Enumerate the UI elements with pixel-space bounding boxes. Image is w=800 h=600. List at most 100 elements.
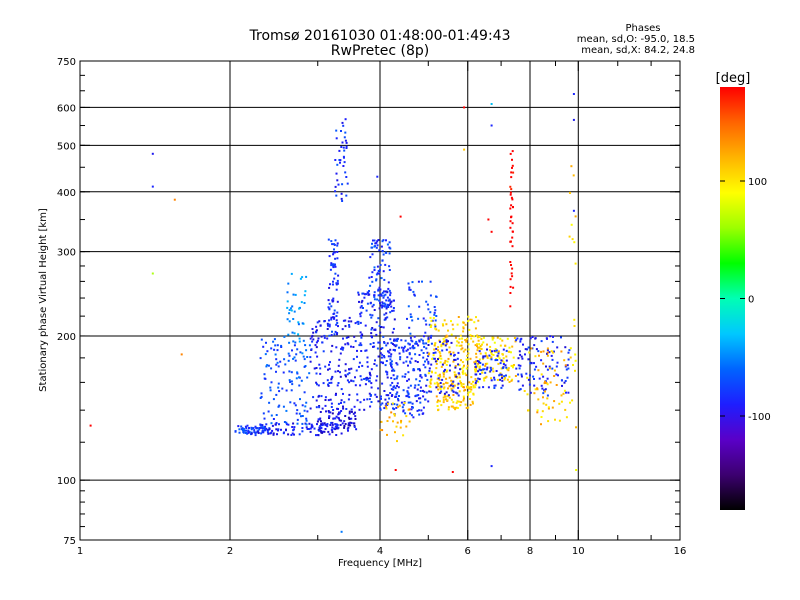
data-point	[544, 390, 546, 393]
data-point	[542, 402, 545, 405]
data-point	[560, 336, 562, 339]
data-point	[331, 344, 334, 347]
data-point	[553, 400, 556, 403]
data-point	[373, 245, 376, 248]
data-point	[564, 364, 567, 367]
data-point	[413, 293, 416, 296]
data-point	[571, 399, 574, 402]
data-point	[348, 324, 351, 326]
data-point	[302, 339, 305, 342]
data-point	[328, 411, 331, 414]
data-point	[566, 376, 569, 379]
data-point	[407, 393, 410, 395]
data-point	[389, 355, 392, 358]
data-point	[388, 351, 391, 354]
data-point	[397, 397, 399, 400]
data-point	[409, 360, 412, 363]
data-point	[475, 316, 477, 319]
data-point	[378, 324, 381, 327]
data-point	[509, 261, 512, 263]
data-point	[402, 403, 405, 406]
data-point	[285, 423, 288, 426]
data-point	[305, 426, 308, 429]
data-point	[417, 394, 420, 397]
data-point	[432, 354, 435, 357]
data-point	[288, 370, 291, 373]
data-point	[567, 391, 570, 394]
data-point	[313, 367, 316, 370]
data-point	[332, 263, 335, 266]
data-point	[320, 423, 323, 426]
data-point	[462, 327, 465, 330]
y-tick-label: 400	[57, 188, 76, 199]
data-point	[301, 430, 304, 433]
data-point	[511, 222, 514, 225]
data-point	[536, 411, 539, 414]
data-point	[341, 422, 344, 425]
data-point	[448, 396, 451, 399]
data-point	[454, 366, 457, 369]
data-point	[438, 378, 441, 381]
data-point	[359, 401, 362, 404]
data-point	[456, 376, 459, 379]
data-point	[483, 379, 486, 382]
data-point	[460, 359, 462, 362]
data-point	[151, 272, 154, 275]
data-point	[383, 294, 386, 297]
data-point	[425, 323, 428, 326]
data-point	[387, 394, 390, 397]
data-point	[569, 191, 571, 194]
data-point	[534, 355, 537, 358]
data-point	[340, 419, 343, 422]
data-point	[434, 325, 437, 328]
data-point	[392, 386, 395, 389]
data-point	[348, 325, 351, 328]
data-point	[422, 412, 425, 415]
data-point	[309, 427, 312, 430]
data-point	[484, 352, 487, 355]
data-point	[324, 396, 327, 399]
data-point	[370, 276, 373, 278]
data-point	[387, 306, 390, 308]
data-point	[237, 425, 240, 428]
data-point	[373, 266, 376, 269]
data-point	[385, 251, 388, 254]
data-point	[272, 433, 275, 436]
data-point	[458, 400, 461, 403]
data-point	[360, 305, 363, 307]
data-point	[409, 316, 412, 318]
data-point	[546, 337, 548, 340]
data-point	[406, 317, 408, 320]
data-point	[528, 351, 531, 354]
data-point	[440, 345, 443, 348]
data-point	[393, 339, 395, 342]
data-point	[442, 342, 445, 345]
data-point	[566, 364, 569, 367]
data-point	[519, 388, 522, 391]
data-point	[296, 418, 299, 421]
data-point	[403, 375, 406, 378]
data-point	[429, 381, 432, 383]
data-point	[392, 374, 395, 377]
data-point	[486, 366, 489, 369]
data-point	[343, 420, 346, 423]
data-point	[298, 376, 300, 379]
data-point	[501, 367, 504, 370]
data-point	[341, 328, 344, 331]
data-point	[502, 348, 505, 351]
data-point	[365, 309, 368, 312]
data-point	[412, 344, 415, 347]
data-point	[319, 367, 322, 370]
data-point	[547, 407, 550, 410]
data-point	[367, 292, 370, 294]
data-point	[390, 388, 393, 391]
data-point	[343, 161, 346, 164]
data-point	[314, 344, 317, 347]
data-point	[508, 375, 511, 378]
data-point	[263, 373, 266, 376]
data-point	[303, 302, 306, 304]
data-point	[304, 290, 307, 293]
data-point	[381, 301, 384, 304]
data-point	[445, 381, 448, 384]
data-point	[381, 353, 384, 356]
